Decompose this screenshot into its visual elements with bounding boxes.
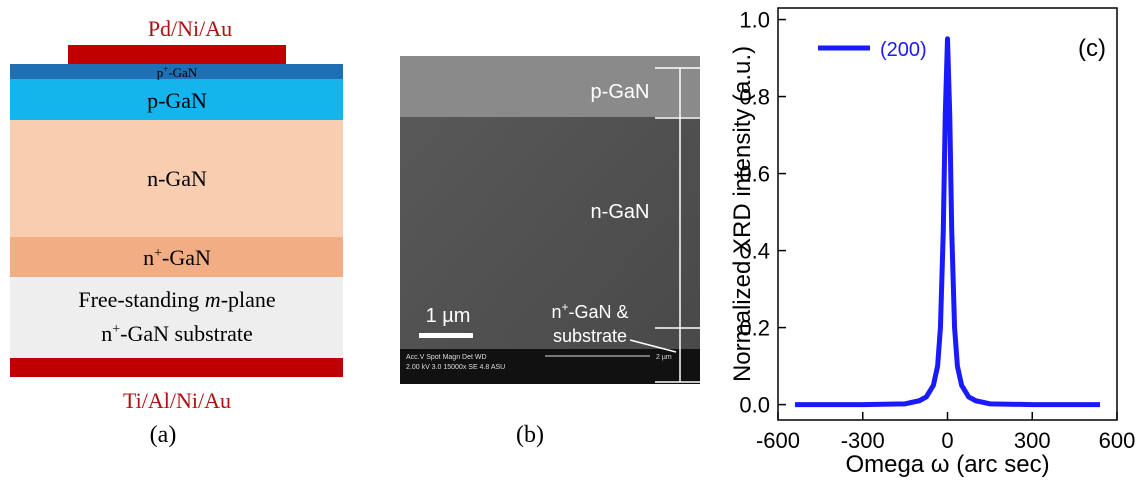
layer-label: n+-GaN [143,245,211,270]
top-contact [68,45,286,64]
sem-label: p-GaN [591,81,650,103]
info-marker: 2 µm [656,354,672,361]
y-tick-label: 0.0 [739,393,770,418]
top-contact-label: Pd/Ni/Au [148,16,232,41]
x-tick-label: 600 [1099,428,1136,453]
x-tick-label: -300 [841,428,885,453]
x-tick-label: 0 [941,428,953,453]
info-header: Acc.V Spot Magn Det WD [406,354,487,361]
panel-label: (c) [1078,35,1106,62]
y-tick-label: 1.0 [739,8,770,33]
layer-label: p+-GaN [157,64,198,80]
panel-a: Pd/Ni/Au p+-GaN p-GaN n-GaN n+-GaN Free-… [10,16,343,448]
figure: Pd/Ni/Au p+-GaN p-GaN n-GaN n+-GaN Free-… [0,0,1146,481]
info-values: 2.00 kV 3.0 15000x SE 4.8 ASU [406,364,505,371]
sem-label: substrate [553,326,627,346]
layer-label: Free-standing m-plane [78,287,275,312]
x-tick-label: -600 [756,428,800,453]
panel-b: Acc.V Spot Magn Det WD 2.00 kV 3.0 15000… [400,56,705,448]
y-axis-label: Normalized XRD intensity (a.u.) [729,46,756,382]
scale-bar-label: 1 µm [426,305,471,327]
bottom-contact [10,358,343,377]
legend-label: (200) [880,39,927,61]
caption: (a) [150,422,177,448]
data-line [795,39,1100,405]
layer-label: n+-GaN substrate [101,321,252,346]
caption: (b) [516,422,544,448]
layer-label: p-GaN [147,88,207,113]
p-gan-region [400,56,700,117]
sem-label: n-GaN [591,201,650,223]
bottom-contact-label: Ti/Al/Ni/Au [123,388,231,413]
scale-bar [419,333,473,338]
x-axis-label: Omega ω (arc sec) [845,451,1049,478]
x-tick-label: 300 [1014,428,1051,453]
layer-label: n-GaN [147,166,207,191]
